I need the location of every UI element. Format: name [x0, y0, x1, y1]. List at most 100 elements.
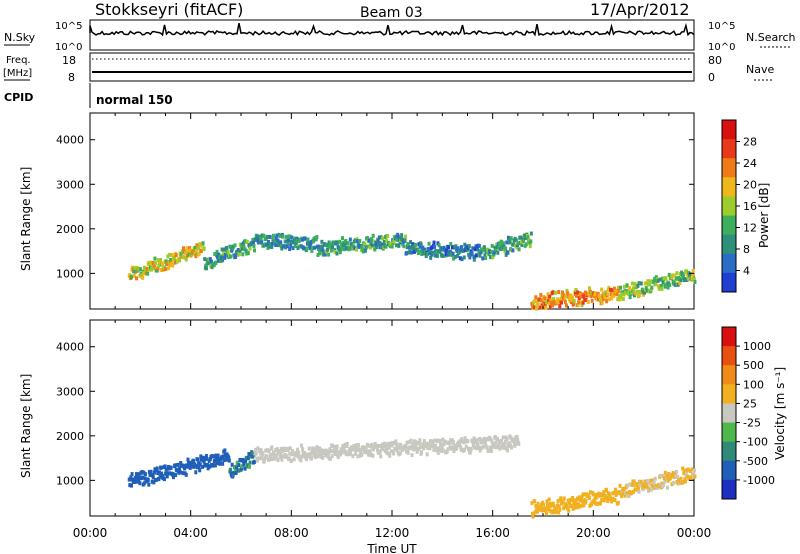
echo-cell — [618, 483, 622, 488]
colorbar-tick-label: -1000 — [743, 474, 775, 487]
echo-cell — [359, 448, 363, 453]
echo-cell — [136, 476, 140, 481]
echo-cell — [450, 445, 454, 450]
echo-cell — [632, 289, 636, 294]
echo-cell — [646, 279, 650, 284]
echo-cell — [572, 502, 576, 507]
echo-cell — [190, 464, 194, 469]
echo-cell — [343, 242, 347, 247]
echo-cell — [416, 248, 420, 253]
nsky-panel — [89, 19, 695, 51]
echo-cell — [255, 234, 259, 239]
echo-cell — [405, 245, 409, 250]
echo-cell — [228, 254, 232, 259]
echo-cell — [472, 443, 476, 448]
cpid-value: normal 150 — [96, 93, 173, 107]
nsky-tick-bottom: 10^0 — [55, 42, 82, 53]
echo-cell — [306, 237, 310, 242]
echo-cell — [298, 455, 302, 460]
echo-cell — [166, 254, 170, 259]
echo-cell — [274, 243, 278, 248]
echo-cell — [511, 242, 515, 247]
echo-cell — [315, 445, 319, 450]
echo-cell — [460, 437, 464, 442]
echo-cell — [597, 493, 601, 498]
echo-cell — [340, 450, 344, 455]
echo-cell — [561, 290, 565, 295]
echo-cell — [417, 242, 421, 247]
echo-cell — [385, 238, 389, 243]
echo-cell — [606, 499, 610, 504]
echo-cell — [385, 446, 389, 451]
echo-cell — [356, 443, 360, 448]
echo-cell — [156, 266, 160, 271]
echo-cell — [451, 245, 455, 250]
echo-cell — [379, 235, 383, 240]
echo-cell — [246, 251, 250, 256]
echo-cell — [535, 504, 539, 509]
echo-cell — [637, 489, 641, 494]
echo-cell — [268, 457, 272, 462]
echo-cell — [213, 252, 217, 257]
echo-cell — [485, 445, 489, 450]
echo-cell — [504, 246, 508, 251]
echo-cell — [130, 472, 134, 477]
echo-cell — [562, 496, 566, 501]
echo-cell — [547, 497, 551, 502]
echo-cell — [400, 233, 404, 238]
echo-cell — [360, 452, 364, 457]
echo-cell — [581, 300, 585, 305]
echo-cell — [506, 235, 510, 240]
echo-cell — [146, 271, 150, 276]
echo-cell — [377, 443, 381, 448]
colorbar-tick-label: 4 — [743, 265, 750, 278]
echo-cell — [381, 236, 385, 241]
echo-cell — [349, 242, 353, 247]
nsearch-label: N.Search — [746, 31, 796, 44]
echo-cell — [633, 487, 637, 492]
echo-cell — [490, 249, 494, 254]
echo-cell — [573, 498, 577, 503]
echo-cell — [244, 459, 248, 464]
echo-cell — [496, 436, 500, 441]
colorbar-band — [722, 346, 736, 366]
echo-cell — [444, 252, 448, 257]
echo-cell — [170, 252, 174, 257]
echo-cell — [459, 445, 463, 450]
echo-cell — [441, 253, 445, 258]
echo-cell — [552, 297, 556, 302]
echo-cell — [421, 442, 425, 447]
echo-cell — [645, 482, 649, 487]
colorbar-band — [722, 460, 736, 481]
echo-cell — [384, 244, 388, 249]
echo-cell — [572, 301, 576, 306]
echo-cell — [192, 459, 196, 464]
echo-cell — [353, 445, 357, 450]
echo-cell — [253, 248, 257, 253]
echo-cell — [453, 254, 457, 259]
echo-cell — [143, 476, 147, 481]
echo-cell — [284, 234, 288, 239]
echo-cell — [411, 444, 415, 449]
echo-cell — [199, 243, 203, 248]
echo-cell — [262, 459, 266, 464]
echo-cell — [280, 457, 284, 462]
echo-cell — [279, 243, 283, 248]
echo-cell — [602, 490, 606, 495]
echo-cell — [536, 301, 540, 306]
echo-cell — [159, 268, 163, 273]
echo-cell — [413, 439, 417, 444]
echo-cell — [410, 250, 414, 255]
nave-label: Nave — [746, 63, 774, 76]
echo-cell — [664, 276, 668, 281]
echo-cell — [406, 450, 410, 455]
echo-cell — [233, 243, 237, 248]
echo-cell — [128, 477, 132, 482]
echo-cell — [240, 466, 244, 471]
echo-cell — [648, 279, 652, 284]
echo-cell — [234, 471, 238, 476]
echo-cell — [363, 448, 367, 453]
echo-cell — [152, 470, 156, 475]
echo-cell — [255, 458, 259, 463]
echo-cell — [577, 296, 581, 301]
